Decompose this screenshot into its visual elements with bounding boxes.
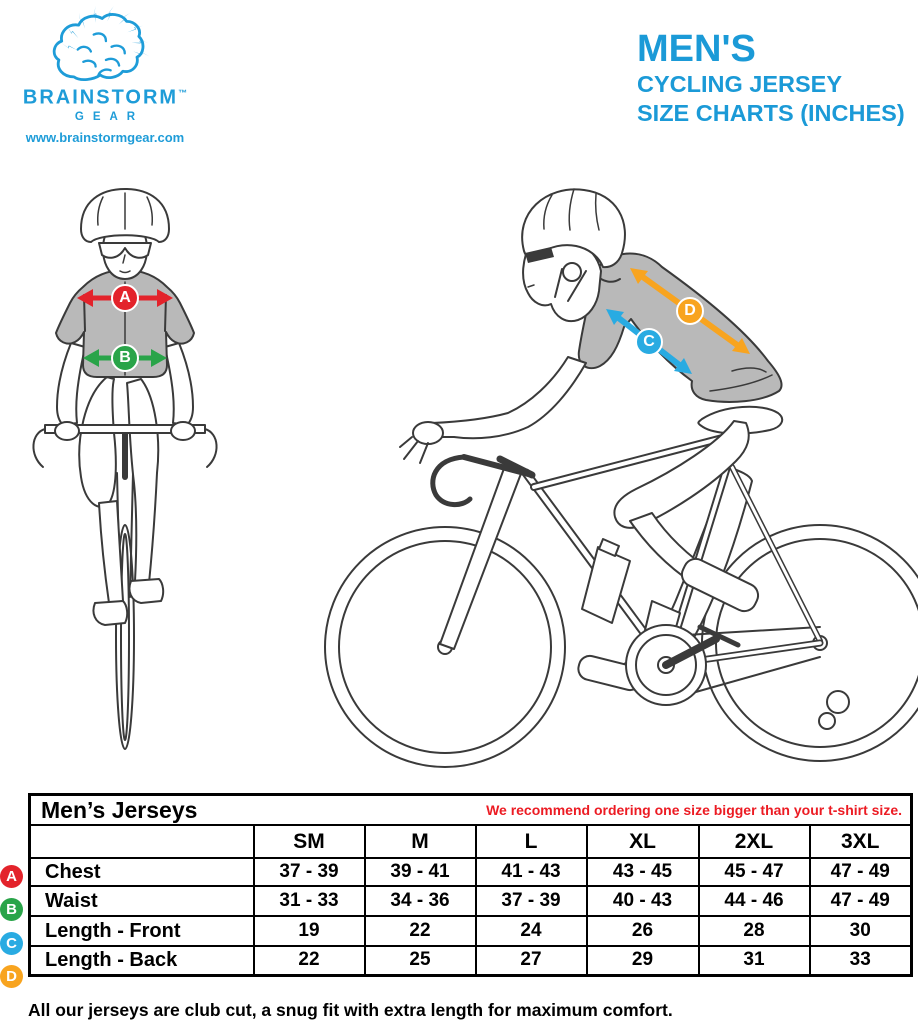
- size-column-header: XL: [585, 824, 700, 859]
- table-row-length-front: Length - Front 19 22 24 26 28 30: [28, 915, 913, 947]
- title-line-3: SIZE CHARTS (INCHES): [637, 100, 905, 126]
- cell: 40 - 43: [585, 885, 700, 917]
- cell: 37 - 39: [252, 857, 366, 887]
- size-column-header: L: [474, 824, 588, 859]
- cell: 44 - 46: [697, 885, 811, 917]
- size-column-header: 2XL: [697, 824, 811, 859]
- row-label: Length - Back: [28, 945, 255, 976]
- cell: 24: [474, 915, 588, 947]
- helmet: [80, 188, 170, 243]
- brain-outline: [52, 13, 145, 82]
- row-badge-d: D: [0, 965, 23, 988]
- table-row-waist: Waist 31 - 33 34 - 36 37 - 39 40 - 43 44…: [28, 885, 913, 917]
- size-column-header: M: [363, 824, 477, 859]
- table-row-length-back: Length - Back 22 25 27 29 31 33: [28, 945, 913, 976]
- cell: 22: [252, 945, 366, 976]
- footer-note: All our jerseys are club cut, a snug fit…: [28, 1000, 673, 1020]
- cell: 29: [585, 945, 700, 976]
- cell: 31 - 33: [252, 885, 366, 917]
- cell: 33: [808, 945, 913, 976]
- size-header-row: SM M L XL 2XL 3XL: [28, 824, 913, 859]
- brand-name-text: BRAINSTORM: [22, 86, 179, 109]
- marker-c-badge: C: [635, 328, 663, 356]
- brand-website: www.brainstormgear.com: [25, 129, 185, 145]
- logo-rays: [61, 5, 150, 57]
- cell: 27: [474, 945, 588, 976]
- row-label: Chest: [28, 857, 255, 887]
- cell: 28: [697, 915, 811, 947]
- bike-frame: [430, 405, 824, 706]
- table-row-chest: Chest 37 - 39 39 - 41 41 - 43 43 - 45 45…: [28, 857, 913, 887]
- size-column-header: SM: [252, 824, 366, 859]
- arms: [54, 342, 196, 441]
- marker-b-badge: B: [111, 344, 139, 372]
- cell: 43 - 45: [585, 857, 700, 887]
- side-cyclist-illustration: D C: [300, 175, 918, 770]
- table-title-row: Men’s Jerseys We recommend ordering one …: [28, 793, 913, 826]
- front-cyclist-illustration: A B: [25, 185, 235, 765]
- title-line-2: CYCLING JERSEY: [637, 71, 843, 97]
- title-line-1: MEN'S: [637, 28, 756, 70]
- cell: 39 - 41: [363, 857, 477, 887]
- brand-logo: BRAINSTORM™ GEAR www.brainstormgear.com: [16, 4, 194, 145]
- cell: 30: [808, 915, 913, 947]
- size-table: Men’s Jerseys We recommend ordering one …: [28, 793, 913, 977]
- row-label: Length - Front: [28, 915, 255, 947]
- row-badge-c: C: [0, 932, 23, 955]
- brand-name: BRAINSTORM™: [16, 82, 194, 109]
- row-badge-b: B: [0, 898, 23, 921]
- arm: [399, 356, 587, 464]
- cell: 34 - 36: [363, 885, 477, 917]
- cell: 26: [585, 915, 700, 947]
- saddle: [697, 405, 784, 435]
- sunglasses-icon: [525, 247, 554, 263]
- table-note: We recommend ordering one size bigger th…: [486, 802, 902, 818]
- handlebar: [32, 424, 218, 468]
- trademark-symbol: ™: [178, 88, 188, 98]
- near-leg: [613, 420, 760, 613]
- cell: 31: [697, 945, 811, 976]
- cell: 25: [363, 945, 477, 976]
- row-label: Waist: [28, 885, 255, 917]
- head: [521, 188, 626, 323]
- cell: 37 - 39: [474, 885, 588, 917]
- cell: 22: [363, 915, 477, 947]
- cell: 47 - 49: [808, 857, 913, 887]
- legs: [78, 376, 165, 626]
- water-bottle: [581, 546, 631, 624]
- marker-d-badge: D: [676, 297, 704, 325]
- cell: 45 - 47: [697, 857, 811, 887]
- brain-icon: [52, 5, 150, 82]
- jersey-side: [577, 252, 783, 403]
- marker-a-badge: A: [111, 284, 139, 312]
- empty-header-cell: [28, 824, 255, 859]
- table-title: Men’s Jerseys: [41, 796, 198, 823]
- brand-gear-text: GEAR: [74, 110, 145, 123]
- cell: 19: [252, 915, 366, 947]
- row-badge-a: A: [0, 865, 23, 888]
- size-column-header: 3XL: [808, 824, 913, 859]
- sunglasses-icon: [98, 242, 152, 259]
- cell: 47 - 49: [808, 885, 913, 917]
- cell: 41 - 43: [474, 857, 588, 887]
- page-title: MEN'S CYCLING JERSEY SIZE CHARTS (INCHES…: [637, 28, 905, 128]
